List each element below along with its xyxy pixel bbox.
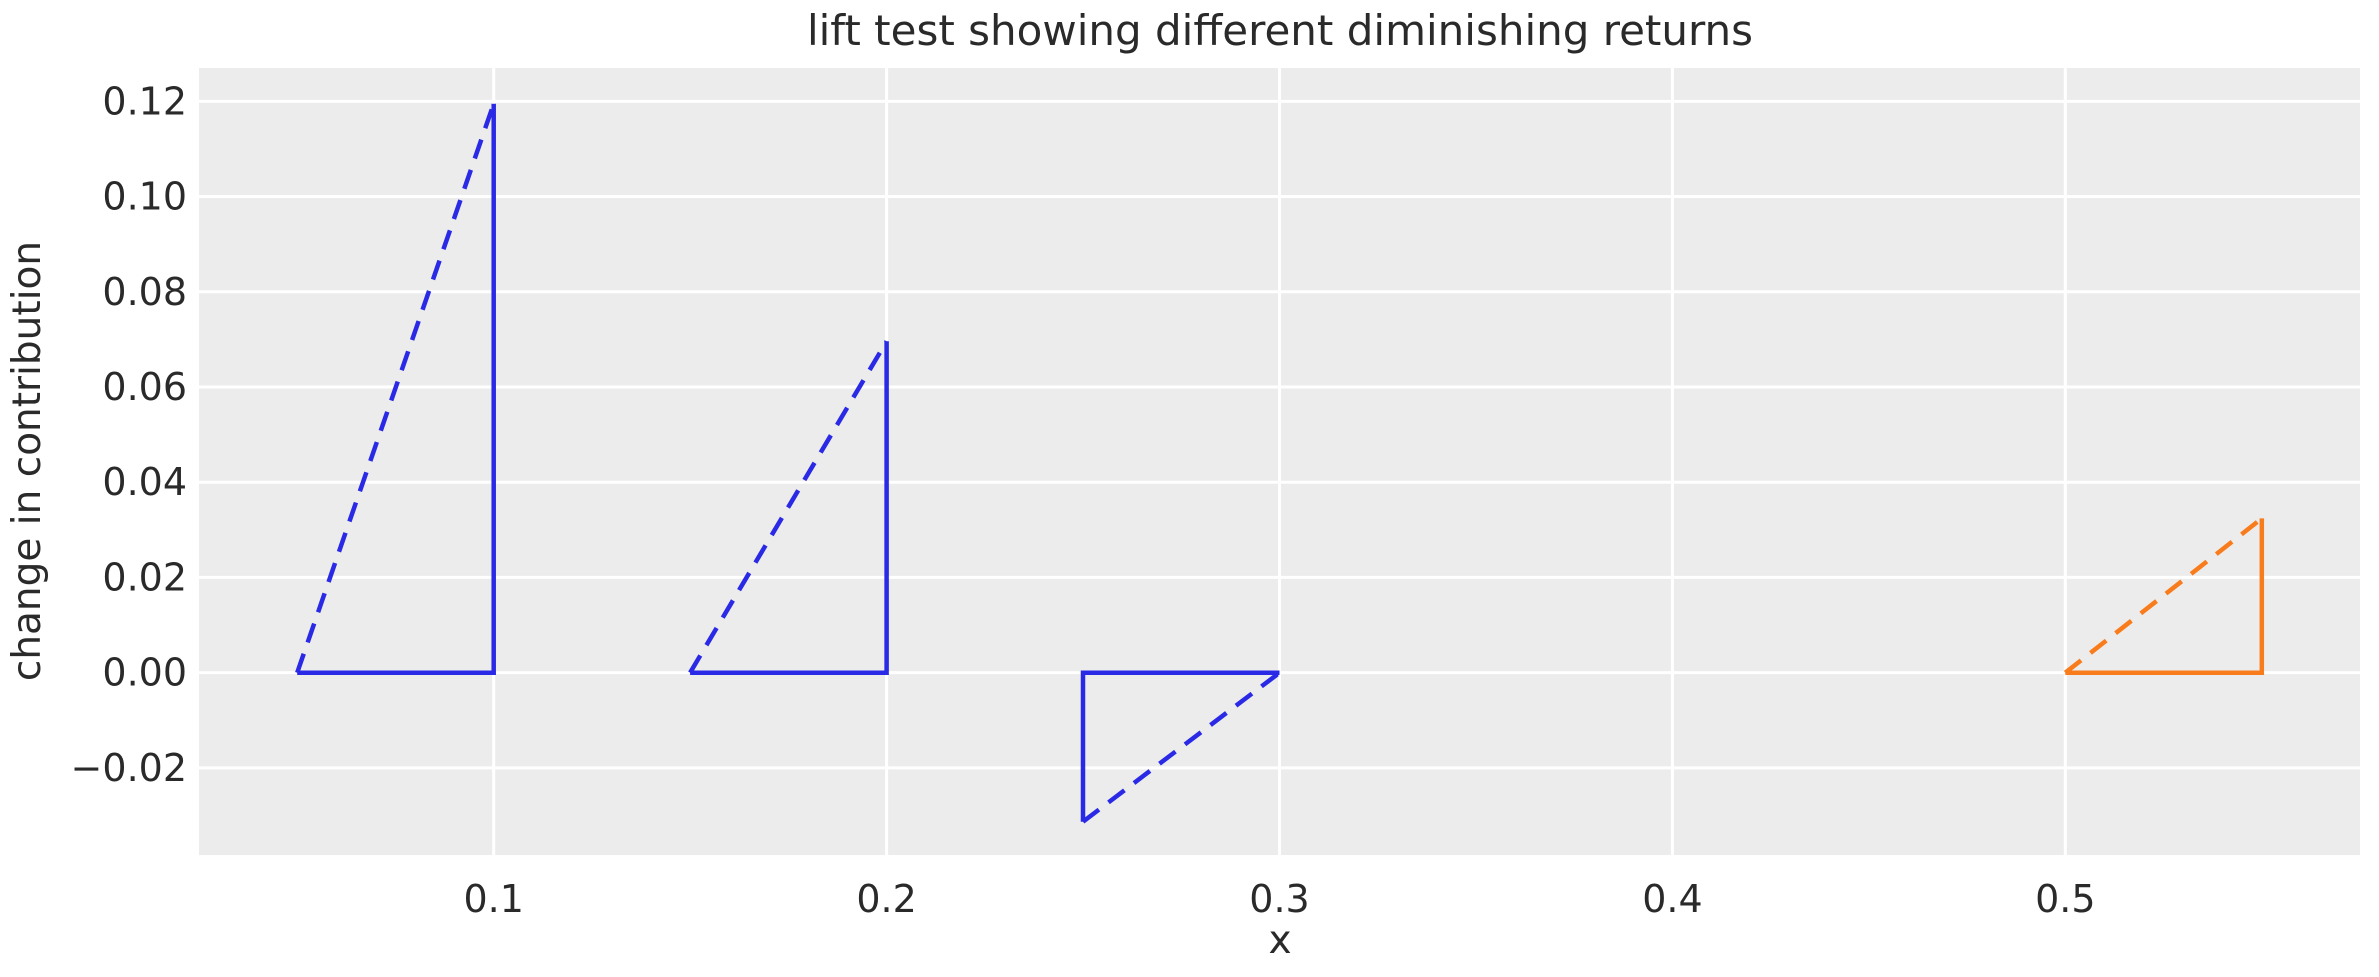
lift-triangle-solid-legs <box>297 103 496 675</box>
y-tick-label: 0.00 <box>102 651 187 695</box>
x-tick-label: 0.2 <box>856 877 916 921</box>
triangles-layer <box>295 102 2265 824</box>
x-tick-label: 0.3 <box>1249 877 1309 921</box>
lift-triangle-dashed-hypotenuse <box>688 340 889 674</box>
y-tick-label: 0.02 <box>102 555 187 599</box>
lift-triangle-solid-legs <box>2065 518 2265 675</box>
x-tick-label: 0.1 <box>463 877 523 921</box>
y-tick-label: 0.06 <box>102 365 187 409</box>
x-tick-label: 0.5 <box>2035 877 2095 921</box>
lift-triangle-dashed-hypotenuse <box>295 102 496 674</box>
lift-triangle-solid-legs <box>1080 670 1280 822</box>
y-tick-label: 0.08 <box>102 270 187 314</box>
lift-triangle-dashed-hypotenuse <box>2063 516 2264 675</box>
y-tick-labels: −0.02 0.00 0.02 0.04 0.06 0.08 0.10 0.12 <box>71 79 187 790</box>
y-tick-label: 0.04 <box>102 460 187 504</box>
x-tick-label: 0.4 <box>1642 877 1702 921</box>
y-axis-label: change in contribution <box>5 241 50 681</box>
y-tick-label: 0.12 <box>102 79 187 123</box>
y-tick-label: −0.02 <box>71 746 187 790</box>
lift-triangle-solid-legs <box>690 341 889 675</box>
chart-title: lift test showing different diminishing … <box>807 6 1753 55</box>
y-tick-label: 0.10 <box>102 175 187 219</box>
x-axis-label: x <box>1268 918 1291 963</box>
lift-triangle-dashed-hypotenuse <box>1081 670 1281 824</box>
x-tick-labels: 0.1 0.2 0.3 0.4 0.5 <box>463 877 2095 921</box>
